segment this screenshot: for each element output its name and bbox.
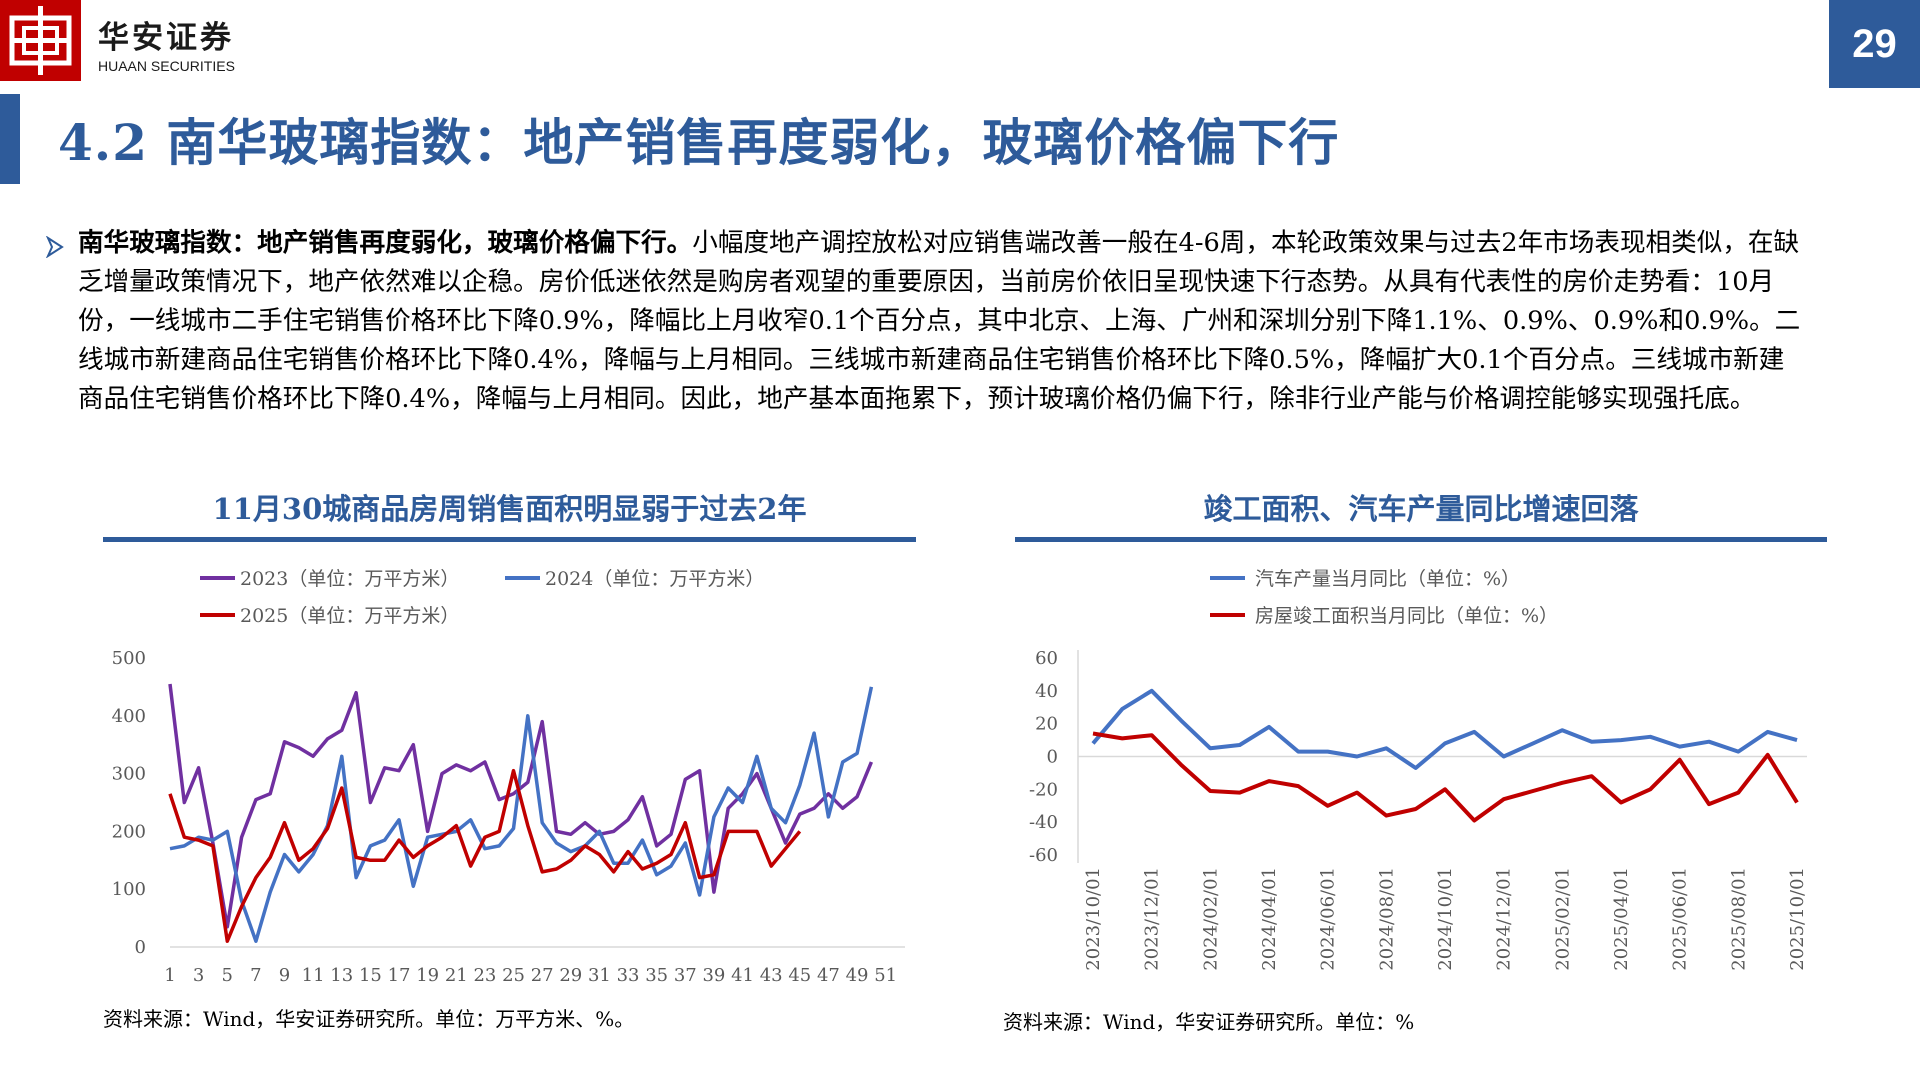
series-line-3 (168, 768, 802, 943)
y-tick-label: 0 (1047, 747, 1058, 768)
x-tick-label: 45 (788, 965, 811, 986)
legend-label-1: 2023（单位：万平方米） (240, 568, 459, 590)
x-tick-label: 11 (302, 965, 325, 986)
series-line-1 (168, 683, 874, 929)
x-tick-label: 5 (222, 965, 233, 986)
x-tick-label: 43 (760, 965, 783, 986)
left-chart-title: 11月30城商品房周销售面积明显弱于过去2年 (212, 492, 807, 526)
x-tick-label: 2024/04/01 (1259, 867, 1280, 971)
right-chart-source: 资料来源：Wind，华安证券研究所。单位：% (1003, 1010, 1415, 1034)
x-tick-label: 2024/12/01 (1494, 867, 1515, 971)
x-tick-label: 13 (330, 965, 353, 986)
x-tick-label: 31 (588, 965, 611, 986)
x-tick-label: 2025/08/01 (1728, 867, 1749, 971)
left-chart: 2023（单位：万平方米） 2024（单位：万平方米） 2025（单位：万平方米） 0… (112, 568, 905, 986)
brand-name-cn: 华安证券 (98, 20, 234, 56)
y-tick-label: 500 (112, 648, 146, 669)
x-tick-label: 2025/02/01 (1552, 867, 1573, 971)
x-tick-label: 27 (531, 965, 554, 986)
x-tick-label: 21 (445, 965, 468, 986)
legend-label-2: 2024（单位：万平方米） (545, 568, 764, 590)
x-tick-label: 2023/10/01 (1083, 867, 1104, 971)
x-tick-label: 2023/12/01 (1142, 867, 1163, 971)
x-tick-label: 23 (473, 965, 496, 986)
left-chart-source: 资料来源：Wind，华安证券研究所。单位：万平方米、%。 (103, 1007, 635, 1031)
x-tick-label: 39 (702, 965, 725, 986)
legend-label-1: 汽车产量当月同比（单位：%） (1255, 568, 1520, 590)
x-tick-label: 19 (416, 965, 439, 986)
x-tick-label: 29 (559, 965, 582, 986)
title-accent-bar (0, 94, 20, 184)
x-tick-label: 47 (817, 965, 840, 986)
brand-name-en: HUAAN SECURITIES (98, 58, 235, 74)
x-tick-label: 15 (359, 965, 382, 986)
right-chart: 汽车产量当月同比（单位：%） 房屋竣工面积当月同比（单位：%） -60 -40 -20 0… (1029, 568, 1808, 971)
x-tick-label: 37 (674, 965, 697, 986)
right-chart-title: 竣工面积、汽车产量同比增速回落 (1203, 492, 1639, 526)
logo-emblem-icon (9, 6, 72, 75)
paragraph-lead: 南华玻璃指数：地产销售再度弱化，玻璃价格偏下行。 (78, 228, 693, 258)
y-tick-label: 400 (112, 706, 146, 727)
y-tick-label: 20 (1035, 714, 1058, 735)
y-tick-label: 60 (1035, 648, 1058, 669)
right-chart-rule (1015, 537, 1827, 542)
slide-title: 4.2 南华玻璃指数：地产销售再度弱化，玻璃价格偏下行 (58, 113, 1340, 172)
x-tick-label: 35 (645, 965, 668, 986)
x-tick-label: 51 (874, 965, 897, 986)
series-line-2 (1092, 731, 1799, 823)
x-tick-label: 2024/10/01 (1435, 867, 1456, 971)
x-tick-label: 7 (250, 965, 261, 986)
paragraph-body: 小幅度地产调控放松对应销售端改善一般在4-6周，本轮政策效果与过去2年市场表现相… (78, 228, 1801, 414)
x-tick-label: 2025/10/01 (1787, 867, 1808, 971)
logo (0, 0, 81, 81)
x-tick-label: 49 (846, 965, 869, 986)
x-tick-label: 2025/04/01 (1611, 867, 1632, 971)
y-tick-label: -40 (1029, 812, 1058, 833)
series-line-1 (1091, 688, 1798, 770)
x-tick-label: 1 (164, 965, 175, 986)
y-tick-label: -20 (1029, 779, 1058, 800)
body-paragraph: 南华玻璃指数：地产销售再度弱化，玻璃价格偏下行。小幅度地产调控放松对应销售端改善… (78, 224, 1808, 419)
x-tick-label: 2024/06/01 (1318, 867, 1339, 971)
left-chart-rule (103, 537, 916, 542)
x-tick-label: 2025/06/01 (1670, 867, 1691, 971)
y-tick-label: 0 (135, 937, 146, 958)
x-tick-label: 33 (617, 965, 640, 986)
x-tick-label: 9 (279, 965, 290, 986)
y-tick-label: 40 (1035, 681, 1058, 702)
series-line-2 (169, 686, 874, 943)
y-tick-label: 100 (112, 879, 146, 900)
bullet-arrow-icon (45, 235, 65, 264)
x-tick-label: 2024/08/01 (1376, 867, 1397, 971)
page-number: 29 (1829, 0, 1920, 88)
legend-label-3: 2025（单位：万平方米） (240, 605, 459, 627)
x-tick-label: 3 (193, 965, 204, 986)
y-tick-label: 200 (112, 821, 146, 842)
x-tick-label: 41 (731, 965, 754, 986)
x-tick-label: 25 (502, 965, 525, 986)
x-tick-label: 2024/02/01 (1200, 867, 1221, 971)
legend-label-2: 房屋竣工面积当月同比（单位：%） (1255, 605, 1558, 627)
y-tick-label: 300 (112, 764, 146, 785)
x-tick-label: 17 (388, 965, 411, 986)
y-tick-label: -60 (1029, 845, 1058, 866)
